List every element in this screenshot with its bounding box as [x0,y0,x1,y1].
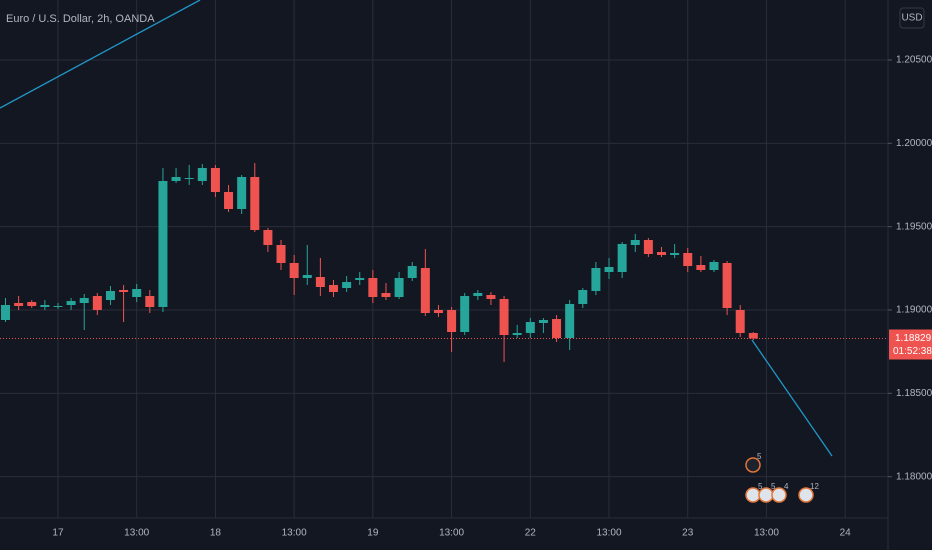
candle-body [342,282,352,288]
candle-body [735,310,745,333]
candle-body [224,192,234,209]
candle-body [552,319,562,338]
candle-body [486,295,496,299]
candle-body [748,333,758,339]
candles [1,163,758,362]
currency-label[interactable]: USD [901,13,922,24]
candle-body [617,244,627,272]
currency-button[interactable] [899,7,925,29]
candle-body [132,289,142,297]
candle-body [184,178,194,179]
candle-body [302,275,312,278]
candle-body [27,302,37,306]
candle-body [289,263,299,278]
candle-body [525,322,535,333]
candle-body [276,245,286,263]
x-tick-label: 24 [840,528,852,539]
candle-body [210,168,220,192]
trend-line[interactable] [0,0,201,109]
candle-body [171,177,181,181]
x-tick-label: 13:00 [597,528,622,539]
candle-body [40,305,50,307]
candle-body [630,240,640,245]
candle-body [145,296,155,307]
x-tick-label: 13:00 [282,528,307,539]
candle-body [381,293,391,297]
candle-body [92,296,102,310]
candle-body [105,291,115,300]
candle-body [433,310,443,313]
candle-body [722,263,732,308]
candle-body [355,278,365,280]
event-badge[interactable] [745,457,761,473]
last-price-label: 1.18829 [895,333,932,344]
x-tick-label: 23 [682,528,694,539]
x-tick-label: 19 [367,528,379,539]
candle-body [158,181,168,307]
candle-body [14,303,24,306]
candle-body [643,240,653,254]
candle-body [315,277,325,287]
y-tick-label: 1.20500 [896,55,932,66]
x-tick-label: 13:00 [439,528,464,539]
candle-body [538,320,548,323]
candle-body [66,301,76,305]
chart-title: Euro / U.S. Dollar, 2h, OANDA [6,13,155,25]
y-tick-label: 1.19500 [896,221,932,232]
candle-body [512,333,522,335]
event-count: 5 [757,452,762,461]
candle-body [368,278,378,297]
event-count: 12 [810,482,819,491]
y-tick-label: 1.19000 [896,305,932,316]
event-badge[interactable] [771,487,787,503]
candle-body [250,177,260,230]
candle-body [670,253,680,255]
y-tick-label: 1.20000 [896,138,932,149]
candle-body [696,265,706,270]
candle-body [79,298,89,303]
candle-body [499,299,509,335]
candle-body [657,252,666,255]
event-badge[interactable] [798,487,814,503]
event-badges[interactable]: 5 5 5 4 12 [745,452,819,503]
x-tick-label: 17 [52,528,64,539]
trend-line[interactable] [751,339,833,457]
event-count: 5 [771,482,776,491]
x-tick-label: 13:00 [754,528,779,539]
candle-body [119,290,129,292]
last-price-box [889,329,932,360]
candle-body [683,253,693,266]
x-tick-label: 22 [525,528,537,539]
candle-body [407,266,417,278]
event-count: 5 [758,482,763,491]
candle-body [460,296,470,332]
x-tick-label: 13:00 [124,528,149,539]
candle-body [1,305,10,320]
candle-body [604,267,614,272]
x-tick-label: 18 [210,528,222,539]
candle-body [565,304,575,338]
candle-body [237,177,247,209]
candle-body [394,278,404,297]
countdown-label: 01:52:38 [893,346,932,357]
event-count: 4 [784,482,789,491]
candle-body [420,268,430,313]
y-tick-label: 1.18000 [896,471,932,482]
candle-body [53,306,63,307]
candle-body [263,230,273,245]
y-tick-label: 1.18500 [896,388,932,399]
candle-body [591,268,601,291]
candle-body [709,262,719,270]
candle-body [447,310,457,332]
candle-body [578,290,588,304]
candle-body [329,285,338,292]
candle-body [197,168,207,181]
candle-body [473,293,483,296]
